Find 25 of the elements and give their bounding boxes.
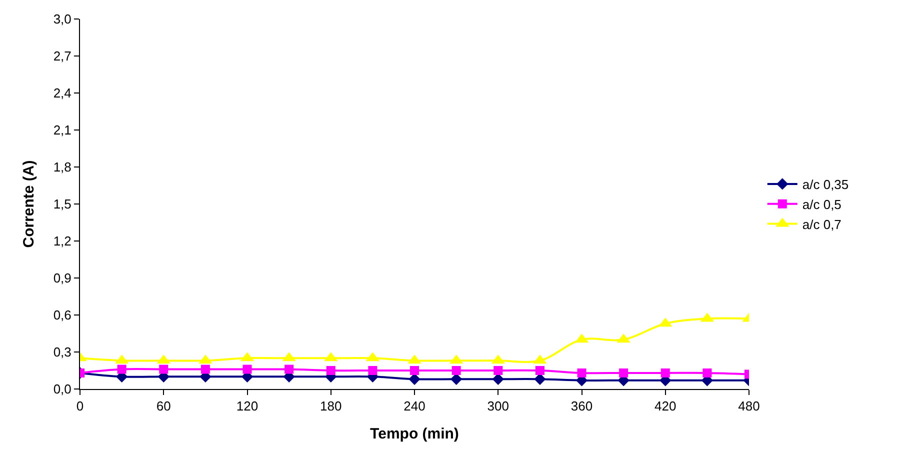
x-tick-label: 0 — [76, 398, 84, 414]
y-tick-label: 1,8 — [53, 160, 72, 175]
legend-label: a/c 0,5 — [802, 196, 842, 212]
x-axis-title: Tempo (min) — [370, 426, 459, 443]
y-tick-label: 1,5 — [53, 196, 72, 212]
y-tick-label: 0,0 — [53, 382, 72, 397]
y-tick-label: 0,9 — [53, 270, 72, 286]
x-tick-label: 300 — [487, 398, 509, 414]
y-tick-label: 2,1 — [53, 122, 72, 138]
legend-label: a/c 0,7 — [802, 216, 842, 232]
x-tick-label: 360 — [570, 398, 593, 414]
legend-label: a/c 0,35 — [802, 177, 849, 192]
y-tick-label: 2,4 — [53, 86, 72, 101]
y-tick-label: 1,2 — [53, 234, 72, 249]
y-tick-label: 0,6 — [53, 308, 72, 323]
y-axis-title: Corrente (A) — [20, 160, 38, 248]
x-tick-label: 60 — [156, 398, 171, 414]
x-tick-label: 420 — [654, 398, 676, 414]
y-tick-label: 2,7 — [53, 48, 72, 64]
x-tick-label: 480 — [738, 398, 760, 414]
x-tick-label: 180 — [320, 398, 342, 414]
y-tick-label: 0,3 — [53, 344, 72, 360]
y-tick-label: 3,0 — [53, 12, 72, 27]
x-tick-label: 120 — [236, 398, 258, 414]
x-tick-label: 240 — [404, 398, 426, 414]
